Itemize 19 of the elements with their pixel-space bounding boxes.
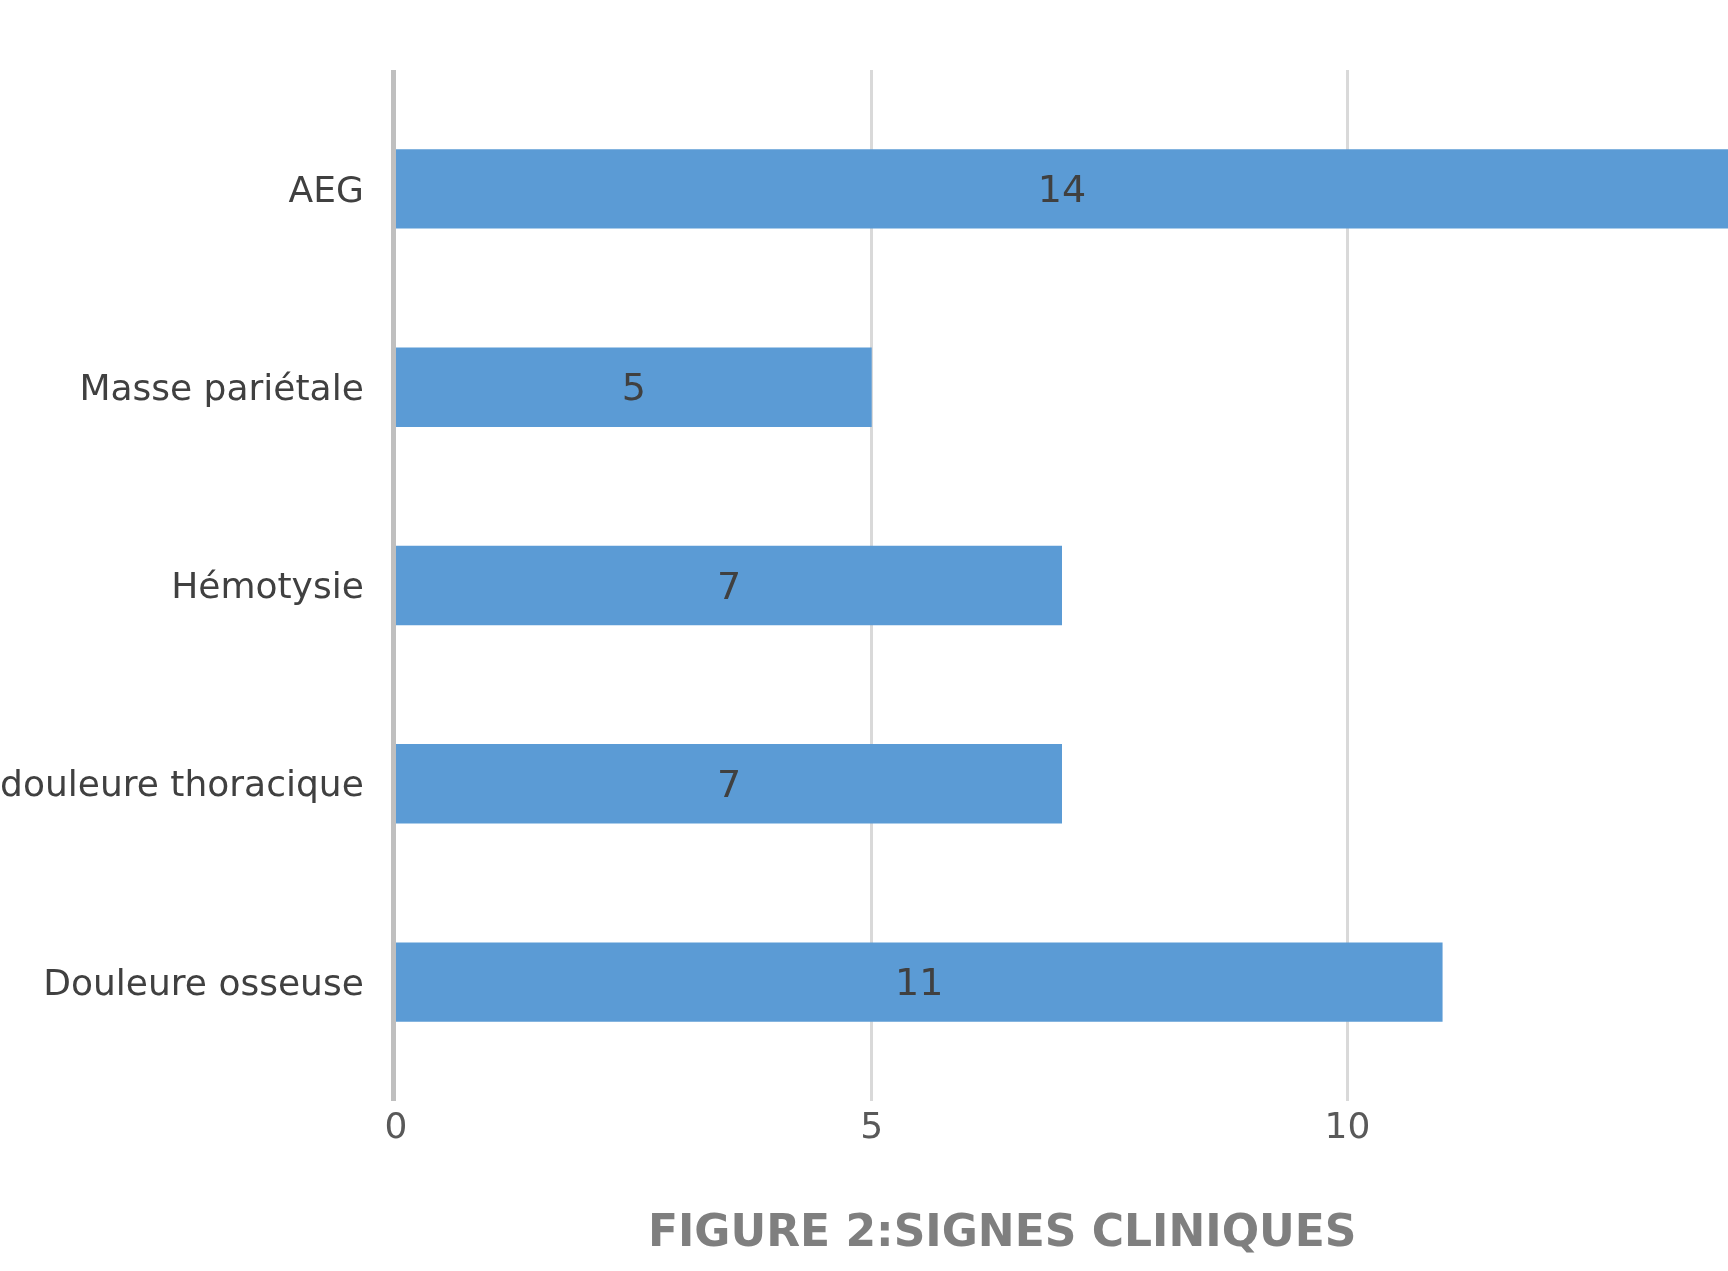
y-tick-label: AEG [288,168,364,210]
y-tick-label: douleure thoracique [0,763,364,805]
bar [396,347,872,427]
data-label: 14 [1037,166,1087,211]
bar [396,545,1062,626]
data-label: 5 [621,365,646,410]
bar [396,744,1062,824]
text: FIGURE 2:SIGNES CLINIQUES [647,1204,1357,1256]
x-tick-label: 5 [860,1105,884,1146]
x-tick-label: 0 [384,1105,408,1146]
y-tick-label: Douleure osseuse [43,961,364,1003]
x-tick-label: 10 [1324,1105,1371,1146]
y-tick-label: Masse pariétale [79,366,364,408]
data-label: 7 [716,563,742,608]
y-tick-label: Hémotysie [171,565,364,607]
data-label: 7 [716,761,742,806]
data-label: 11 [895,960,944,1005]
bar [396,149,1728,229]
bar [396,942,1443,1022]
